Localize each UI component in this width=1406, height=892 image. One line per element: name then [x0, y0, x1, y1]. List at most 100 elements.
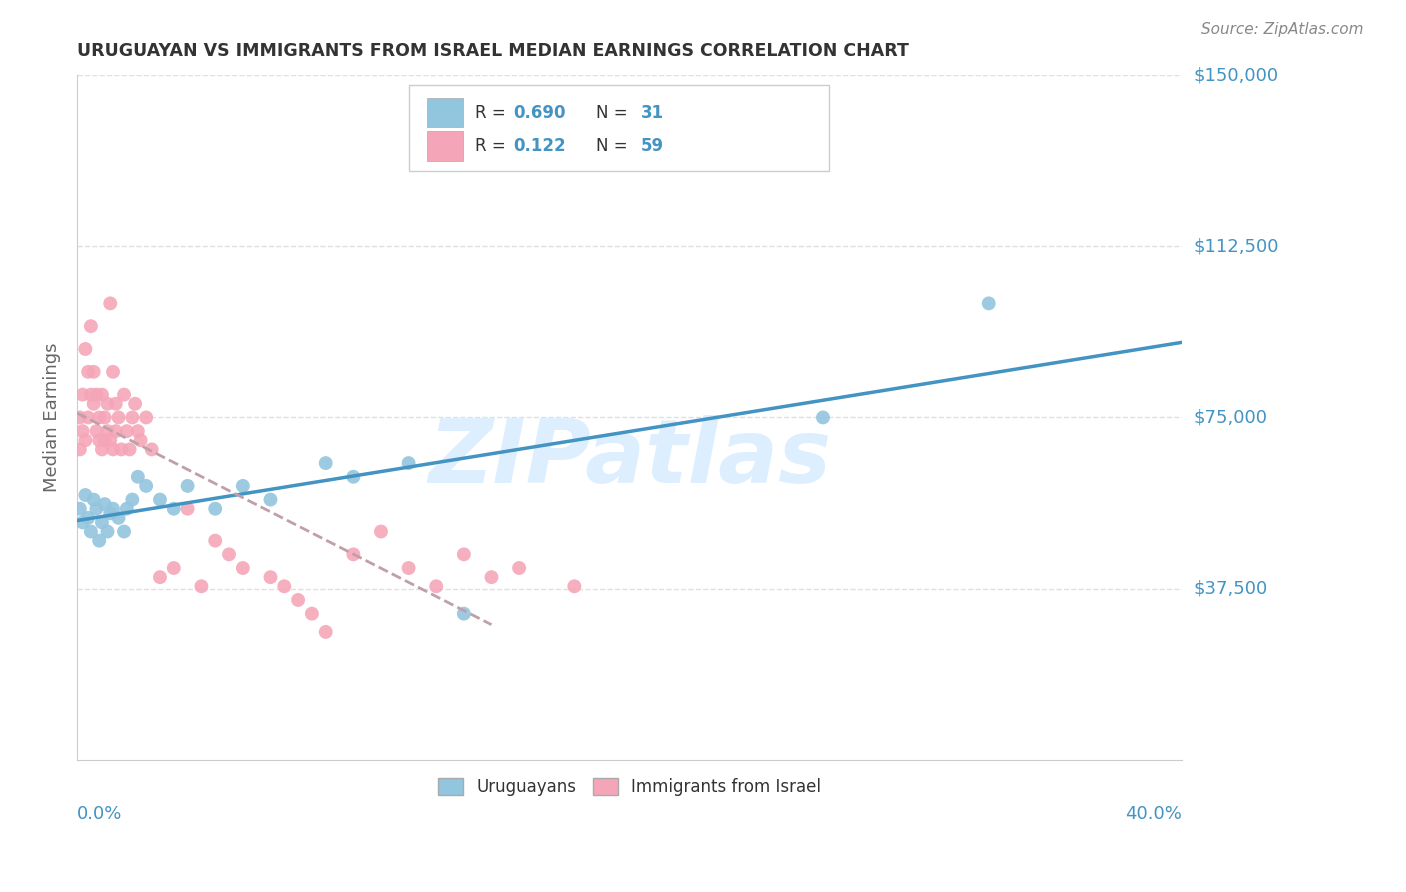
Point: [273, 579, 295, 593]
Point: [118, 442, 141, 457]
Point: [91, 387, 114, 401]
Point: [69, 501, 91, 516]
Point: [75, 342, 97, 356]
Text: 0.122: 0.122: [513, 136, 567, 154]
Point: [398, 456, 420, 470]
Point: [107, 511, 129, 525]
Point: [77, 511, 100, 525]
Text: R =: R =: [475, 136, 510, 154]
Point: [86, 501, 108, 516]
Point: [91, 516, 114, 530]
Point: [301, 607, 323, 621]
Point: [83, 365, 105, 379]
Point: [104, 397, 127, 411]
FancyBboxPatch shape: [427, 97, 463, 128]
Point: [141, 442, 163, 457]
Point: [259, 492, 281, 507]
Point: [93, 434, 115, 448]
Point: [342, 469, 364, 483]
Text: R =: R =: [475, 103, 510, 121]
Point: [135, 479, 157, 493]
Point: [129, 434, 152, 448]
Y-axis label: Median Earnings: Median Earnings: [44, 343, 60, 492]
Point: [96, 424, 118, 438]
Point: [259, 570, 281, 584]
Point: [190, 579, 212, 593]
Point: [69, 442, 91, 457]
Point: [93, 410, 115, 425]
Point: [370, 524, 392, 539]
Point: [91, 442, 114, 457]
Point: [204, 501, 226, 516]
Point: [204, 533, 226, 548]
Point: [115, 424, 138, 438]
Point: [811, 410, 834, 425]
Point: [98, 506, 121, 520]
Legend: Uruguayans, Immigrants from Israel: Uruguayans, Immigrants from Israel: [432, 772, 828, 803]
Point: [453, 607, 475, 621]
Point: [342, 547, 364, 561]
Point: [69, 410, 91, 425]
Text: Source: ZipAtlas.com: Source: ZipAtlas.com: [1201, 22, 1364, 37]
FancyBboxPatch shape: [409, 86, 828, 171]
Point: [564, 579, 586, 593]
Point: [121, 410, 143, 425]
Point: [977, 296, 1000, 310]
Point: [86, 424, 108, 438]
Text: N =: N =: [596, 136, 633, 154]
Point: [96, 397, 118, 411]
Point: [135, 410, 157, 425]
Point: [101, 442, 124, 457]
Text: $112,500: $112,500: [1194, 237, 1278, 255]
Text: N =: N =: [596, 103, 633, 121]
Text: 0.0%: 0.0%: [77, 805, 122, 823]
Point: [176, 501, 198, 516]
Point: [112, 524, 135, 539]
Point: [115, 501, 138, 516]
Point: [96, 524, 118, 539]
Point: [72, 424, 94, 438]
Point: [149, 570, 172, 584]
Text: 31: 31: [641, 103, 664, 121]
Text: URUGUAYAN VS IMMIGRANTS FROM ISRAEL MEDIAN EARNINGS CORRELATION CHART: URUGUAYAN VS IMMIGRANTS FROM ISRAEL MEDI…: [77, 42, 908, 60]
Point: [89, 434, 111, 448]
Point: [398, 561, 420, 575]
Point: [287, 593, 309, 607]
Point: [107, 410, 129, 425]
Point: [149, 492, 172, 507]
FancyBboxPatch shape: [427, 130, 463, 161]
Point: [75, 434, 97, 448]
Point: [80, 524, 103, 539]
Text: 40.0%: 40.0%: [1125, 805, 1182, 823]
Point: [93, 497, 115, 511]
Point: [89, 533, 111, 548]
Point: [508, 561, 530, 575]
Point: [101, 501, 124, 516]
Point: [104, 424, 127, 438]
Point: [425, 579, 447, 593]
Point: [176, 479, 198, 493]
Point: [124, 397, 146, 411]
Point: [112, 387, 135, 401]
Point: [163, 501, 186, 516]
Point: [232, 561, 254, 575]
Point: [101, 365, 124, 379]
Text: $150,000: $150,000: [1194, 66, 1278, 84]
Point: [72, 516, 94, 530]
Point: [83, 492, 105, 507]
Point: [481, 570, 503, 584]
Point: [72, 387, 94, 401]
Point: [121, 492, 143, 507]
Point: [83, 397, 105, 411]
Point: [453, 547, 475, 561]
Point: [80, 319, 103, 334]
Point: [110, 442, 132, 457]
Text: 0.690: 0.690: [513, 103, 567, 121]
Point: [77, 365, 100, 379]
Point: [232, 479, 254, 493]
Point: [77, 410, 100, 425]
Point: [218, 547, 240, 561]
Text: 59: 59: [641, 136, 664, 154]
Point: [86, 387, 108, 401]
Point: [315, 624, 337, 639]
